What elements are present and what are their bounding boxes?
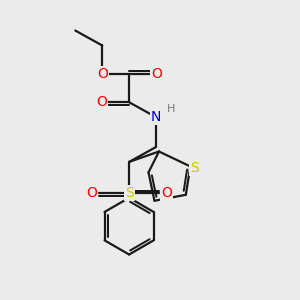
Text: N: N	[151, 110, 161, 124]
Text: O: O	[97, 67, 108, 81]
Text: S: S	[190, 161, 199, 175]
Text: S: S	[125, 186, 134, 200]
Text: O: O	[151, 67, 162, 81]
Text: O: O	[96, 95, 107, 109]
Text: H: H	[167, 104, 176, 114]
Text: O: O	[161, 186, 172, 200]
Text: O: O	[86, 186, 97, 200]
